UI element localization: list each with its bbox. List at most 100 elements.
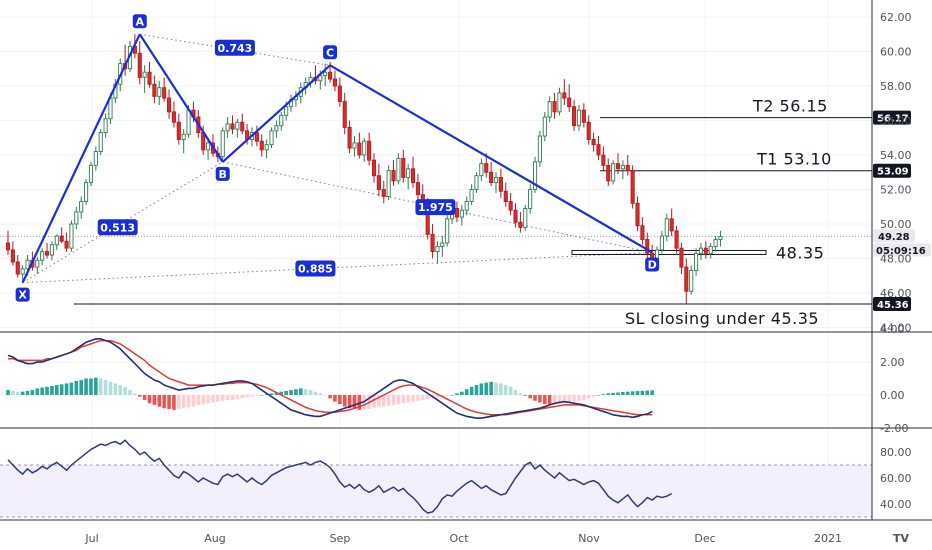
macd-histogram-bar: [113, 383, 118, 395]
macd-histogram-bar: [372, 395, 376, 409]
candle: [694, 252, 699, 272]
ratio-badge: [295, 260, 336, 277]
candle: [64, 240, 69, 249]
logo-bg: [890, 528, 918, 546]
countdown-badge: [873, 243, 931, 257]
macd-histogram-bar: [323, 395, 327, 396]
macd-histogram-bar: [108, 381, 113, 395]
candle: [464, 201, 469, 211]
ratio-label: 0.513: [100, 221, 135, 234]
candle: [562, 92, 567, 99]
last-price-value: 49.28: [878, 232, 910, 243]
candle: [469, 189, 474, 203]
macd-histogram-bar: [162, 395, 166, 409]
logo-text: TV: [893, 532, 910, 545]
pattern-ratio-line: [22, 251, 653, 284]
candle: [664, 218, 669, 237]
candle: [640, 225, 645, 240]
candle: [718, 235, 723, 240]
candle: [166, 97, 172, 113]
candle: [84, 182, 89, 203]
candle: [474, 175, 479, 190]
price-badge: [873, 297, 911, 312]
candle: [279, 114, 284, 127]
pattern-ratio-line: [222, 161, 653, 253]
candle: [171, 111, 176, 123]
candle: [5, 242, 11, 251]
macd-histogram-bar: [347, 395, 352, 409]
candle: [596, 144, 601, 156]
ratio-badge: [214, 39, 255, 56]
macd-histogram-bar: [411, 395, 415, 402]
macd-histogram-bar: [381, 395, 386, 407]
macd-histogram-bar: [464, 389, 469, 395]
macd-histogram-bar: [308, 390, 313, 395]
macd-histogram-bar: [50, 385, 54, 395]
macd-histogram-bar: [303, 389, 308, 395]
macd-histogram-bar: [338, 395, 342, 405]
macd-histogram-bar: [40, 387, 44, 395]
candle: [611, 163, 616, 182]
time-tick-label: Jul: [84, 532, 98, 545]
macd-histogram-bar: [230, 395, 235, 400]
macd-histogram-bar: [435, 395, 440, 398]
macd-histogram-bar: [45, 386, 49, 395]
macd-histogram-bar: [284, 390, 288, 395]
candle: [381, 189, 386, 197]
macd-histogram-bar: [391, 395, 396, 405]
candle: [630, 170, 635, 204]
price-badge: [873, 110, 911, 125]
macd-histogram-bar: [621, 392, 625, 395]
price-tick-label: 46.00: [880, 287, 912, 300]
level-annotation: T1 53.10: [756, 150, 832, 169]
candle: [552, 101, 557, 113]
macd-histogram-bar: [342, 395, 347, 407]
candle: [35, 259, 40, 268]
macd-histogram-bar: [396, 395, 401, 405]
macd-histogram-bar: [552, 395, 557, 405]
candle: [674, 230, 679, 249]
macd-histogram-bar: [274, 392, 279, 395]
macd-histogram-bar: [333, 395, 337, 402]
candle: [581, 109, 586, 123]
candle: [557, 92, 562, 113]
macd-histogram-bar: [523, 395, 528, 396]
candle: [318, 75, 323, 82]
macd-histogram-bar: [640, 390, 645, 395]
price-badge: [873, 163, 911, 178]
macd-histogram-bar: [528, 395, 532, 399]
candle: [635, 202, 640, 227]
macd-histogram-bar: [562, 395, 567, 404]
candle: [708, 245, 713, 254]
candle: [25, 259, 30, 270]
candle: [567, 97, 572, 108]
price-tick-label: 52.00: [880, 184, 912, 197]
candle: [415, 182, 420, 196]
ratio-badge: [97, 219, 138, 236]
candle: [654, 249, 660, 259]
candle: [162, 87, 167, 99]
candle: [620, 164, 625, 170]
macd-histogram-bar: [445, 395, 449, 396]
macd-histogram-bar: [455, 393, 459, 395]
macd-histogram-bar: [220, 395, 225, 401]
candle: [49, 244, 54, 256]
price-tick-label: 60.00: [880, 46, 912, 59]
pattern-point-badge: [15, 287, 30, 302]
pattern-point-c: C: [326, 46, 334, 59]
macd-histogram-bar: [586, 395, 591, 399]
macd-histogram-bar: [172, 395, 176, 410]
macd-histogram-bar: [577, 395, 581, 401]
candle: [445, 218, 450, 244]
candle: [713, 239, 718, 247]
macd-histogram-bar: [450, 395, 454, 396]
macd-histogram-bar: [582, 395, 586, 400]
macd-histogram-bar: [421, 395, 425, 400]
macd-histogram-bar: [489, 381, 493, 395]
countdown-value: 05:09:16: [876, 246, 926, 257]
tradingview-logo: TV: [890, 528, 918, 546]
candle: [493, 176, 499, 184]
pattern-point-x: X: [18, 289, 27, 302]
macd-histogram-bar: [499, 383, 503, 395]
candle: [503, 190, 508, 203]
